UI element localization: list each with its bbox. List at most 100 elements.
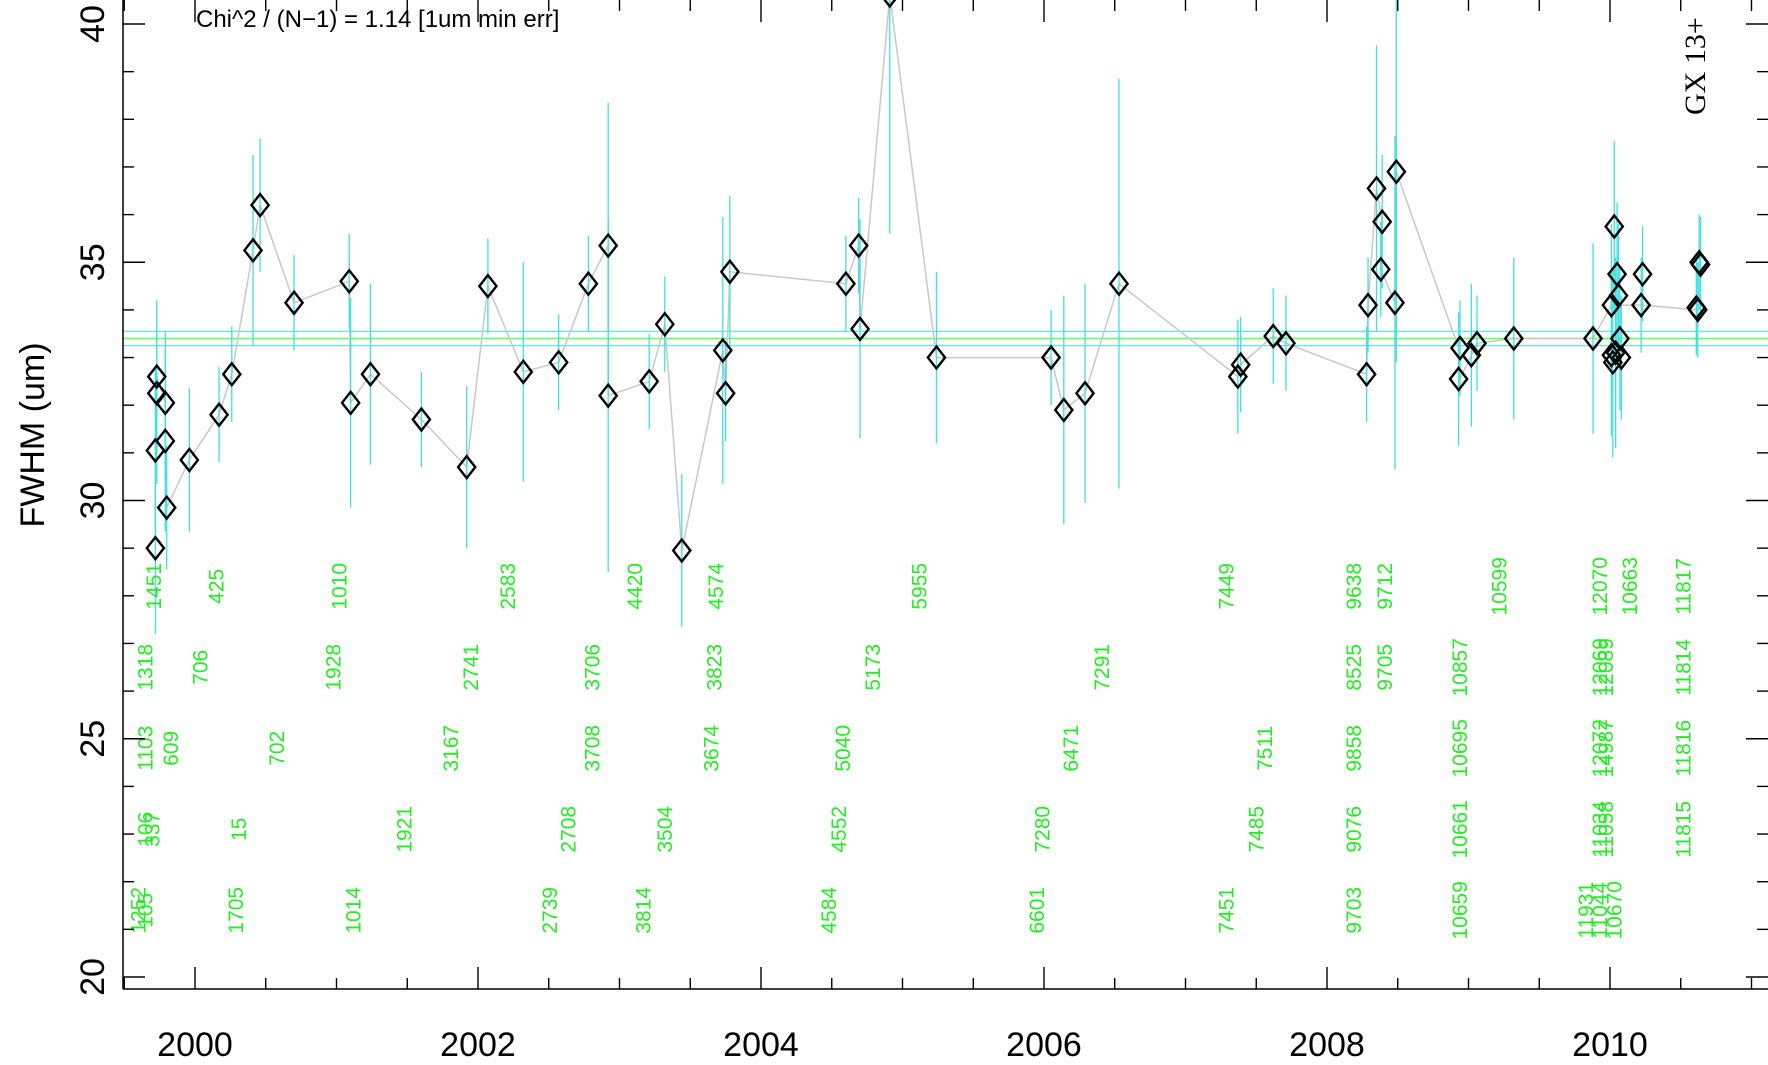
data-point [1604,213,1625,240]
obsid-label: 4420 [624,563,647,610]
obsid-label: 4584 [818,887,841,934]
connector-line [154,0,1698,551]
obsid-label: 4574 [705,563,728,610]
obsid-label: 3674 [701,725,724,772]
data-point [1582,325,1604,352]
obsid-label: 10599 [1489,557,1512,615]
chi-square-annotation: Chi^2 / (N−1) = 1.14 [1um min err] [196,6,559,33]
data-point [1384,289,1406,316]
obsid-label: 11814 [1673,639,1696,696]
obsid-label: 1705 [225,887,248,934]
data-point [835,270,857,297]
obsid-label: 11058 [1595,801,1618,858]
obsid-label: 3504 [654,806,677,853]
data-point [654,311,675,338]
obsid-label: 3708 [582,725,605,772]
axes: 2000 2002 2004 2006 2008 2010 20 25 30 35 40 [74,0,1768,1064]
obsid-label: 1252 [128,887,151,934]
data-point [1461,342,1482,369]
data-point [1503,325,1524,352]
obsid-label: 4552 [828,806,851,853]
obsid-label: 3814 [633,887,656,934]
obsid-label: 8525 [1343,644,1366,691]
data-point [155,427,176,454]
data-point [598,382,619,409]
obsid-label: 12089 [1595,638,1618,696]
data-point [719,258,740,285]
data-point [671,537,692,564]
obsid-label: 2583 [497,563,520,610]
data-point [1386,158,1407,185]
obsid-label: 11044 [1589,882,1612,939]
data-point [548,349,569,376]
data-point [155,389,176,416]
data-point [146,363,167,390]
obsid-label: 1451 [143,563,166,610]
data-point [283,289,305,316]
data-point [411,406,432,433]
data-point [208,401,230,428]
data-point [1356,361,1377,388]
obsid-label: 2741 [460,644,483,691]
data-point [1611,344,1632,371]
obsid-label: 3167 [440,725,463,772]
obsid-labels: 1451 425 1010 2583 4420 4574 5955 7449 9638 9712 1… [128,557,1696,939]
obsid-label: 702 [266,731,289,766]
obsid-label: 14987 [1595,719,1618,777]
obsid-label: 9076 [1343,806,1366,853]
data-point [1372,208,1393,235]
obsid-label: 2708 [558,806,581,853]
obsid-label: 6601 [1026,887,1049,934]
y-axis-title: FWHM (um) [14,342,52,527]
obsid-label: 9858 [1343,725,1366,772]
data-point [1074,380,1096,407]
obsid-label: 1921 [394,806,417,853]
data-point [1370,256,1391,283]
obsid-label: 337 [142,812,165,847]
obsid-label: 9703 [1343,887,1366,934]
obsid-label: 425 [205,569,228,604]
data-point [1053,397,1074,423]
data-point [1230,351,1251,378]
obsid-label: 9638 [1343,563,1366,610]
obsid-label: 10670 [1603,881,1626,939]
x-tick-label: 2002 [440,1026,516,1064]
data-point [1108,270,1130,297]
obsid-label: 10857 [1449,638,1472,696]
data-point [456,454,477,481]
data-point [849,316,871,342]
obsid-label: 12070 [1589,557,1612,615]
data-point [883,0,897,9]
obsid-label: 10659 [1449,881,1472,939]
data-point [1466,330,1488,357]
data-point [249,192,271,219]
x-tick-label: 2004 [723,1026,799,1064]
obsid-label: 1010 [328,563,351,610]
data-point [1275,330,1297,357]
error-bars [154,0,1702,634]
data-point [1357,292,1379,319]
data-point [1448,366,1469,392]
data-point [145,535,166,562]
obsid-label: 1928 [323,644,346,691]
data-point [1632,261,1653,288]
obsid-label: 6471 [1060,725,1083,772]
data-point [1263,323,1284,350]
obsid-label: 609 [160,731,183,766]
data-point [1631,292,1652,319]
side-label: GX 13+ [1679,17,1712,115]
obsid-label: 11817 [1673,558,1696,615]
data-point [1608,282,1629,309]
obsid-label: 106 [135,812,158,847]
y-tick-label: 25 [74,720,112,758]
data-point [715,380,736,407]
data-point [242,237,264,264]
obsid-label: 10661 [1449,800,1472,858]
data-point [360,361,381,388]
y-tick-label: 20 [74,958,112,996]
obsid-label: 7280 [1032,806,1055,853]
data-point [712,337,733,364]
obsid-label: 10663 [1619,557,1642,615]
data-point [477,273,499,300]
obsid-label: 10695 [1449,719,1472,777]
